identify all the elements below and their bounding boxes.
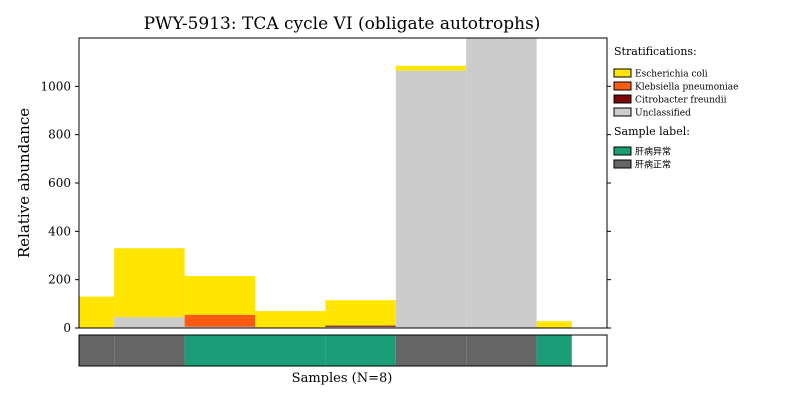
bar-segment-escherichia-coli-7 <box>536 321 572 328</box>
y-axis-label: Relative abundance <box>15 108 33 258</box>
legend-label-unclassified: Unclassified <box>635 109 691 119</box>
sample-strip-frame <box>78 334 608 367</box>
legend-swatch-citrobacter-freundii <box>613 94 632 104</box>
bar-segment-unclassified-6 <box>466 38 537 328</box>
sample-label-strip <box>78 334 608 367</box>
legend-label-citrobacter-freundii: Citrobacter freundii <box>635 96 727 106</box>
bar-segment-unclassified-1 <box>114 317 185 328</box>
y-axis: 0 200 400 600 800 1000 <box>40 79 611 335</box>
sample-label-cell-2 <box>184 335 255 366</box>
legend: Stratifications: Escherichia coli Klebsiel… <box>613 45 739 171</box>
bar-segment-escherichia-coli-5 <box>395 65 467 71</box>
y-tick-label: 1000 <box>40 79 71 93</box>
sample-label-cell-6 <box>466 335 537 366</box>
bar-segment-escherichia-coli-3 <box>255 311 326 328</box>
sample-label-cell-3 <box>255 335 326 366</box>
legend-label-klebsiella-pneumoniae: Klebsiella pneumoniae <box>635 83 739 93</box>
y-tick-label: 600 <box>48 176 71 190</box>
sample-label-cell-5 <box>395 335 467 366</box>
bar-segment-escherichia-coli-4 <box>325 300 396 326</box>
legend-sample-swatch-0 <box>613 146 632 156</box>
bar-segment-klebsiella-pneumoniae-2 <box>184 314 255 327</box>
legend-sample-swatch-1 <box>613 159 632 169</box>
bar-segment-escherichia-coli-1 <box>114 248 185 318</box>
sample-label-cell-7 <box>536 335 572 366</box>
legend-swatch-unclassified <box>613 107 632 117</box>
sample-label-cell-0 <box>79 335 115 366</box>
legend-swatch-klebsiella-pneumoniae <box>613 81 632 91</box>
bar-segment-unclassified-5 <box>395 70 467 328</box>
sample-label-cell-1 <box>114 335 185 366</box>
bar-segment-unclassified-2 <box>184 326 255 328</box>
y-tick-label: 800 <box>48 128 71 142</box>
chart-title: PWY-5913: TCA cycle VI (obligate autotro… <box>144 14 541 34</box>
bar-segment-citrobacter-freundii-4 <box>325 325 396 327</box>
legend-strat-title: Stratifications: <box>614 45 697 58</box>
legend-sample-label-1: 肝病正常 <box>635 159 671 171</box>
legend-sample-title: Sample label: <box>614 125 690 138</box>
y-tick-label: 200 <box>48 273 71 287</box>
x-axis-label: Samples (N=8) <box>292 371 393 386</box>
plot-area <box>78 37 608 329</box>
bar-segment-escherichia-coli-2 <box>184 276 255 315</box>
bar-segment-escherichia-coli-0 <box>79 296 115 328</box>
y-tick-label: 0 <box>63 321 71 335</box>
y-tick-label: 400 <box>48 224 71 238</box>
legend-swatch-escherichia-coli <box>613 68 632 78</box>
sample-label-cell-4 <box>325 335 396 366</box>
legend-sample-label-0: 肝病异常 <box>635 146 671 158</box>
bar-segment-unclassified-4 <box>325 326 396 328</box>
legend-label-escherichia-coli: Escherichia coli <box>635 70 708 80</box>
